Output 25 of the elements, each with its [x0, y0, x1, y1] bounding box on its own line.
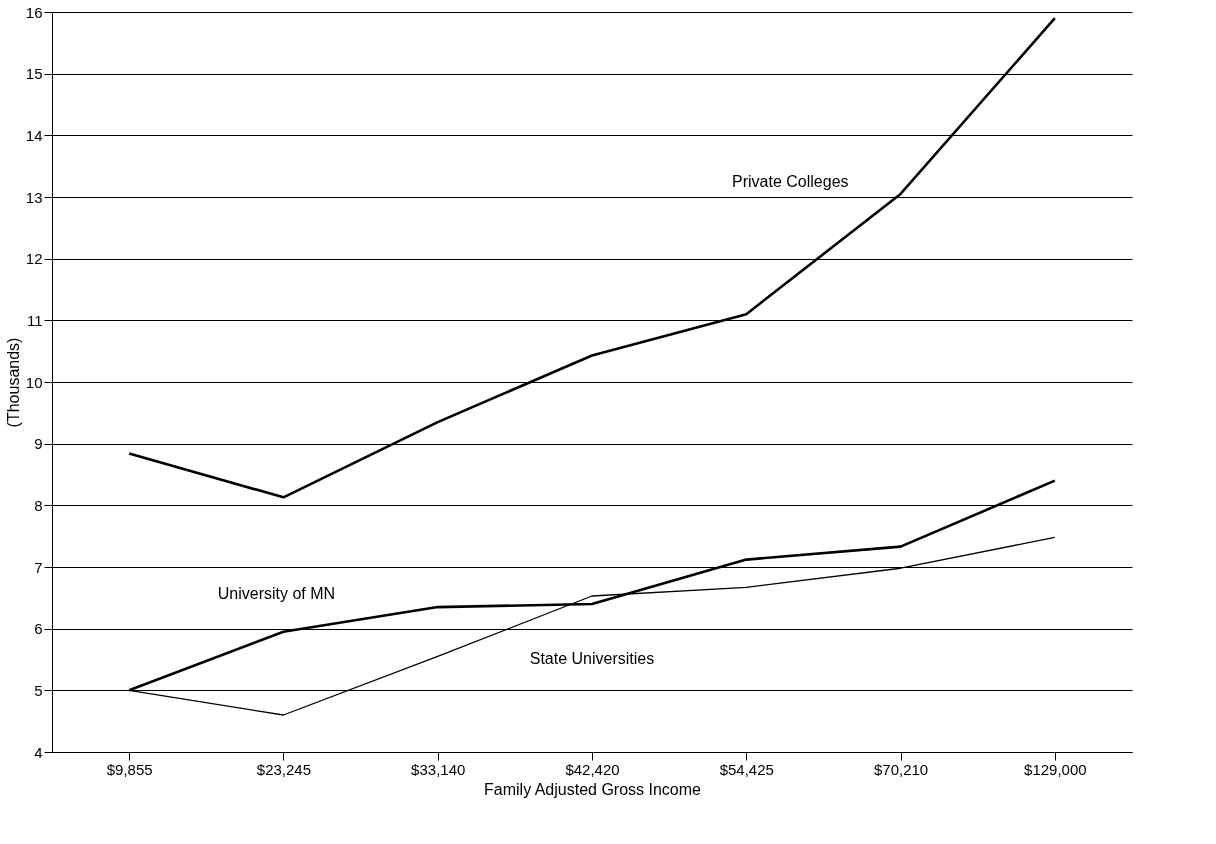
x-tick-label: $42,420	[565, 760, 620, 778]
y-tick-label: 5	[34, 681, 43, 699]
y-tick-label: 4	[34, 743, 43, 761]
y-tick-label: 14	[25, 126, 43, 144]
y-tick-label: 7	[34, 558, 43, 576]
series-label: State Universities	[529, 649, 655, 667]
x-tick-label: $9,855	[106, 760, 153, 778]
y-tick-label: 13	[25, 188, 43, 206]
x-tick-label: $23,245	[256, 760, 312, 778]
text: Private Colleges	[732, 173, 849, 191]
y-tick-label: 8	[34, 496, 43, 514]
x-tick-label: $33,140	[411, 760, 466, 778]
x-tick-label: $54,425	[719, 760, 774, 778]
y-tick-label: 6	[34, 620, 43, 638]
y-tick-label: 9	[34, 435, 43, 453]
x-tick-label: $129,000	[1024, 760, 1087, 778]
series-label: University of MN	[217, 584, 336, 602]
y-axis-title: (Thousands)	[4, 337, 22, 428]
y-tick-label: 11	[26, 311, 43, 329]
x-axis-title: Family Adjusted Gross Income	[484, 780, 702, 798]
x-tick-label: $70,210	[873, 760, 929, 778]
y-tick-label: 10	[25, 373, 43, 391]
y-tick-label: 15	[25, 65, 43, 83]
y-tick-label: 16	[25, 3, 43, 21]
y-tick-label: 12	[25, 250, 43, 268]
